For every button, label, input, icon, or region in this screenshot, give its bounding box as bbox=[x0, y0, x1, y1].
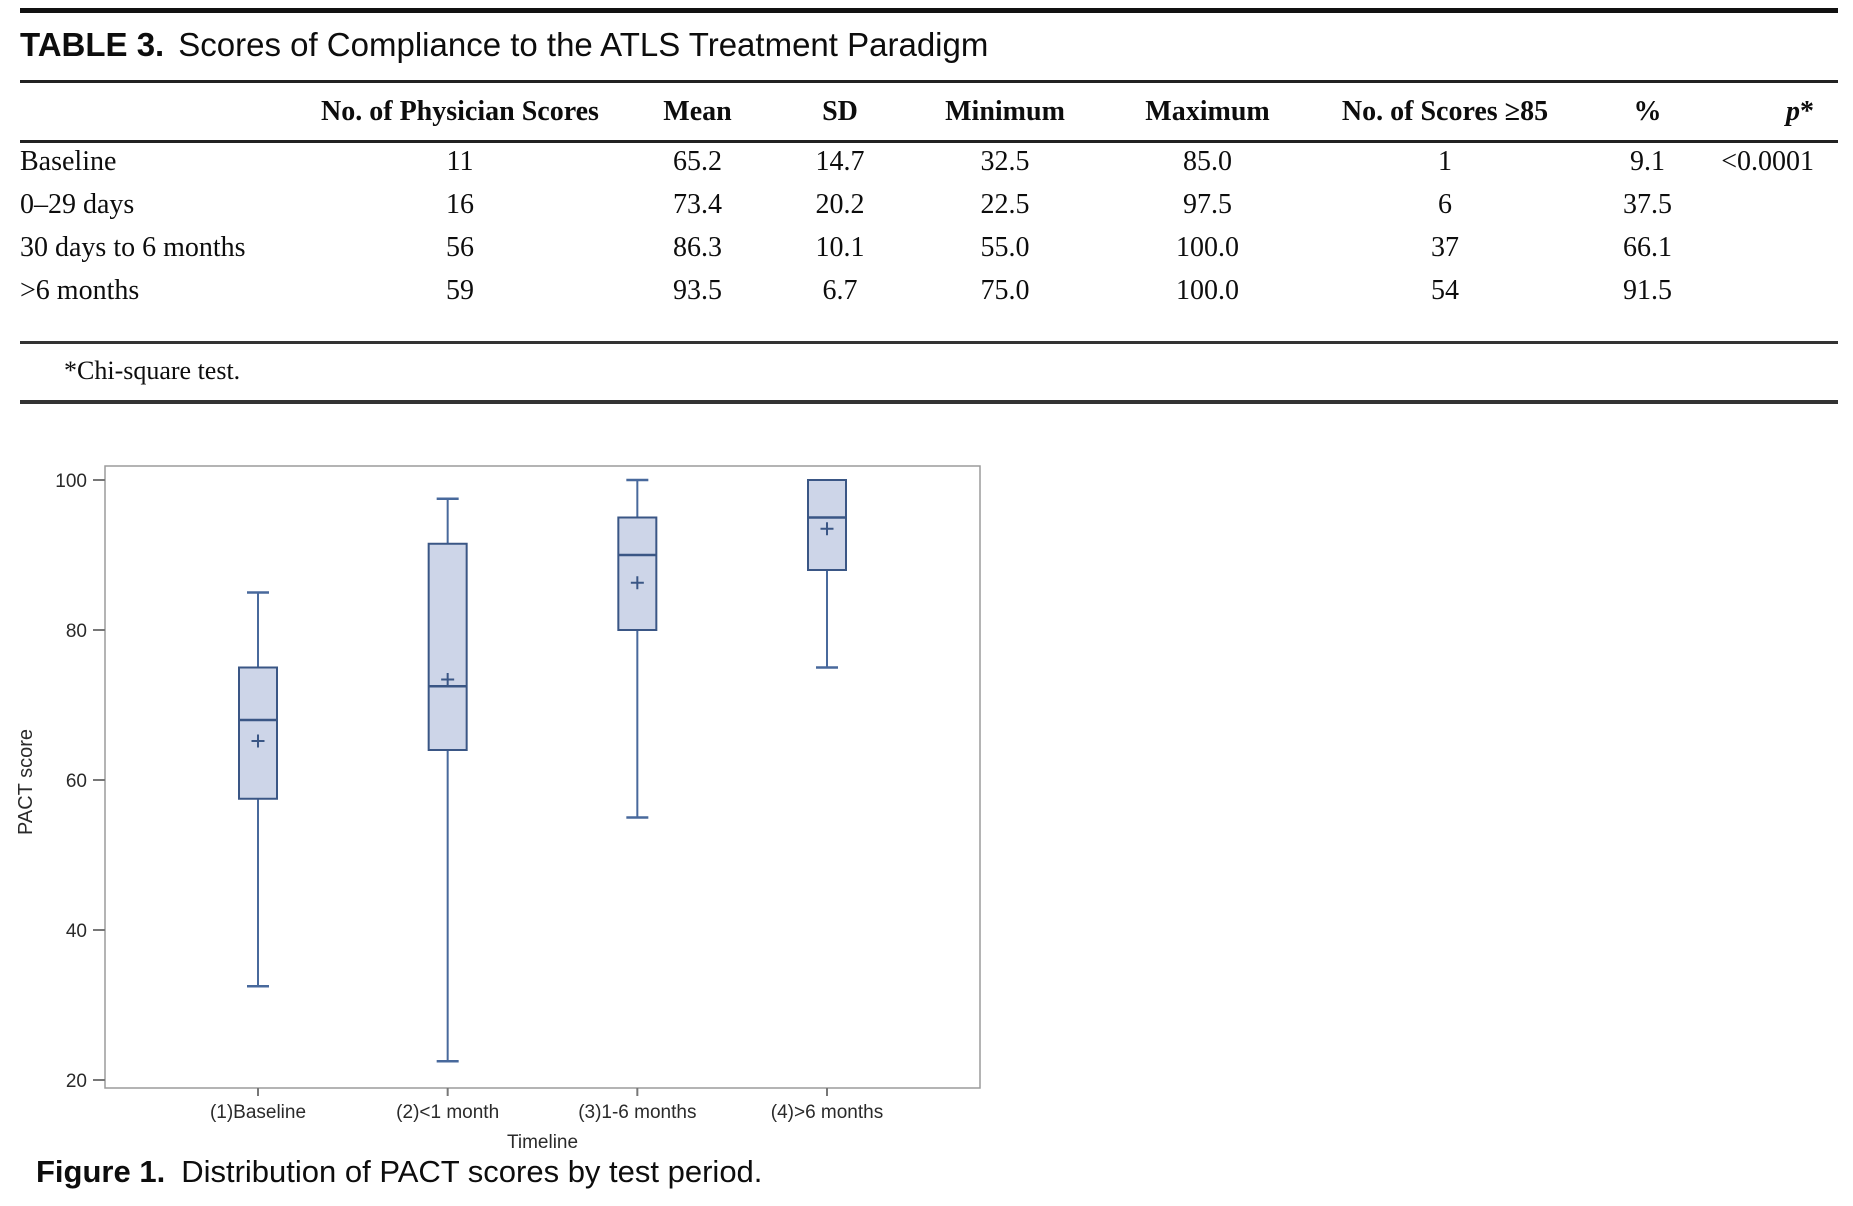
y-tick-label: 100 bbox=[55, 471, 87, 492]
iqr-box bbox=[427, 542, 468, 751]
table-cell-n85: 1 bbox=[1438, 145, 1452, 177]
table-header-cell: Maximum bbox=[1145, 95, 1270, 127]
table-row: 30 days to 6 months 56 86.3 10.1 55.0 100.0 37… bbox=[20, 226, 1838, 269]
table-header-cell: No. of Scores ≥85 bbox=[1341, 95, 1549, 127]
table-cell-pct: 91.5 bbox=[1623, 274, 1672, 306]
table-cell-mean: 65.2 bbox=[673, 145, 722, 177]
table-cell-n: 59 bbox=[446, 274, 474, 306]
figure-caption: Figure 1. Distribution of PACT scores by … bbox=[36, 1152, 762, 1192]
table-title: TABLE 3. Scores of Compliance to the ATLS… bbox=[20, 26, 988, 64]
table-cell-p bbox=[1715, 269, 1838, 312]
table-cell-p: <0.0001 bbox=[1721, 145, 1814, 177]
x-axis-title: Timeline bbox=[507, 1132, 578, 1150]
table-header-cell bbox=[20, 83, 300, 140]
table-row: Baseline 11 65.2 14.7 32.5 85.0 1 9.1 <0.0001 bbox=[20, 140, 1838, 183]
table-cell-sd: 14.7 bbox=[815, 145, 865, 177]
table-cell-n85: 6 bbox=[1438, 188, 1452, 220]
table-cell-p bbox=[1715, 226, 1838, 269]
table-cell-n: 56 bbox=[446, 231, 474, 263]
table-cell-max: 100.0 bbox=[1176, 274, 1239, 306]
y-tick-label: 80 bbox=[66, 621, 87, 642]
x-tick-label: (2)<1 month bbox=[396, 1102, 499, 1123]
table-row: 0–29 days 16 73.4 20.2 22.5 97.5 6 37.5 bbox=[20, 183, 1838, 226]
table-cell-n85: 37 bbox=[1431, 231, 1459, 263]
table-cell-p bbox=[1715, 183, 1838, 226]
table-top-rule bbox=[20, 8, 1838, 13]
table-cell-min: 22.5 bbox=[980, 188, 1030, 220]
table-cell-max: 97.5 bbox=[1183, 188, 1232, 220]
y-tick-label: 20 bbox=[66, 1071, 87, 1092]
table-cell-mean: 93.5 bbox=[673, 274, 722, 306]
compliance-scores-table: No. of Physician Scores Mean SD Minimum Maxi… bbox=[20, 83, 1838, 312]
table-cell-max: 100.0 bbox=[1176, 231, 1239, 263]
table-header-cell: Minimum bbox=[945, 95, 1065, 127]
table-header-row: No. of Physician Scores Mean SD Minimum Maxi… bbox=[20, 83, 1838, 140]
iqr-box bbox=[617, 516, 658, 631]
table-cell-label: Baseline bbox=[20, 145, 117, 177]
table-header-cell: % bbox=[1633, 95, 1662, 127]
table-row: >6 months 59 93.5 6.7 75.0 100.0 54 91.5 bbox=[20, 269, 1838, 312]
x-tick-label: (3)1-6 months bbox=[578, 1102, 696, 1123]
table-title-text: Scores of Compliance to the ATLS Treatme… bbox=[178, 26, 989, 63]
table-body: Baseline 11 65.2 14.7 32.5 85.0 1 9.1 <0.0001 0–2… bbox=[20, 140, 1838, 312]
figure-caption-text: Distribution of PACT scores by test peri… bbox=[181, 1154, 763, 1189]
table-footnote: *Chi-square test. bbox=[64, 356, 241, 385]
plot-frame bbox=[104, 465, 981, 1089]
table-cell-max: 85.0 bbox=[1183, 145, 1232, 177]
table-cell-n: 11 bbox=[446, 145, 474, 177]
table-cell-min: 75.0 bbox=[980, 274, 1030, 306]
table-number-label: TABLE 3. bbox=[20, 26, 165, 63]
table-cell-pct: 9.1 bbox=[1630, 145, 1665, 177]
table-cell-mean: 86.3 bbox=[673, 231, 722, 263]
table-cell-pct: 37.5 bbox=[1623, 188, 1672, 220]
x-tick-label: (4)>6 months bbox=[771, 1102, 883, 1123]
header-divider-rule bbox=[20, 140, 1838, 143]
x-tick-label: (1)Baseline bbox=[210, 1102, 306, 1123]
table-header-cell: SD bbox=[822, 95, 858, 127]
table-header-cell: No. of Physician Scores bbox=[321, 95, 599, 127]
footnote-top-rule bbox=[20, 341, 1838, 344]
table-cell-pct: 66.1 bbox=[1623, 231, 1672, 263]
iqr-box bbox=[238, 666, 278, 800]
table-cell-label: 30 days to 6 months bbox=[20, 231, 246, 263]
table-cell-label: >6 months bbox=[20, 274, 140, 306]
table-cell-sd: 6.7 bbox=[822, 274, 858, 306]
y-tick-label: 40 bbox=[66, 921, 87, 942]
table-cell-sd: 10.1 bbox=[815, 231, 865, 263]
table-cell-sd: 20.2 bbox=[815, 188, 865, 220]
figure-number-label: Figure 1. bbox=[36, 1154, 166, 1189]
table-cell-mean: 73.4 bbox=[673, 188, 722, 220]
table-header-cell: p* bbox=[1786, 95, 1814, 127]
title-divider-rule bbox=[20, 80, 1838, 83]
table-cell-label: 0–29 days bbox=[20, 188, 135, 220]
table-cell-min: 32.5 bbox=[980, 145, 1030, 177]
table-cell-n85: 54 bbox=[1431, 274, 1459, 306]
table-cell-n: 16 bbox=[446, 188, 474, 220]
table-cell-min: 55.0 bbox=[980, 231, 1030, 263]
table-bottom-rule bbox=[20, 400, 1838, 404]
boxplot: 100 80 60 40 20 (1)Baseline (2)<1 month (3)1-6 … bbox=[15, 465, 981, 1150]
table-header-cell: Mean bbox=[663, 95, 732, 127]
y-tick-label: 60 bbox=[66, 771, 87, 792]
y-axis-title: PACT score bbox=[15, 729, 37, 835]
